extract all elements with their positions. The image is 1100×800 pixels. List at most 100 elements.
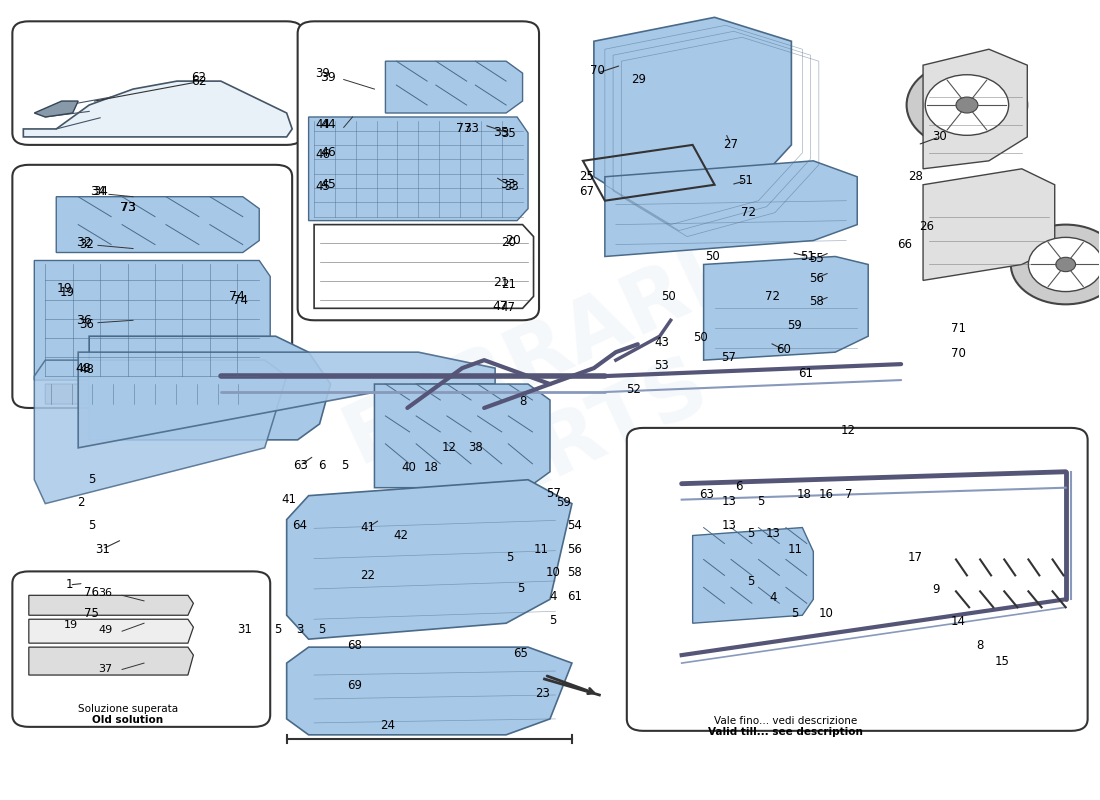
Text: 37: 37 [99, 664, 112, 674]
Text: 10: 10 [546, 566, 561, 579]
Text: 8: 8 [519, 395, 526, 408]
Text: 2: 2 [77, 495, 84, 509]
Text: 45: 45 [316, 180, 330, 193]
Text: 42: 42 [394, 529, 408, 542]
Text: 40: 40 [402, 462, 416, 474]
Polygon shape [29, 647, 194, 675]
Polygon shape [594, 18, 791, 217]
Text: 59: 59 [556, 495, 571, 509]
Text: 62: 62 [191, 70, 207, 84]
Text: 61: 61 [566, 590, 582, 603]
Text: 4: 4 [550, 590, 557, 603]
Text: 28: 28 [908, 170, 923, 183]
Text: 5: 5 [341, 459, 349, 472]
Polygon shape [315, 225, 534, 308]
Text: 8: 8 [977, 639, 983, 652]
Text: Valid till... see description: Valid till... see description [708, 727, 864, 738]
Text: 11: 11 [788, 543, 802, 556]
Text: 48: 48 [79, 363, 95, 376]
Text: 56: 56 [566, 542, 582, 555]
Text: 73: 73 [456, 122, 472, 135]
Text: Soluzione superata: Soluzione superata [77, 703, 177, 714]
Text: 47: 47 [493, 300, 508, 314]
Text: 34: 34 [92, 185, 108, 198]
Text: 50: 50 [693, 331, 707, 344]
Polygon shape [89, 336, 331, 440]
FancyBboxPatch shape [298, 22, 539, 320]
Text: 5: 5 [274, 623, 282, 636]
Text: 6: 6 [318, 459, 326, 472]
Polygon shape [923, 50, 1027, 169]
Text: 5: 5 [757, 494, 764, 508]
Text: 36: 36 [79, 318, 95, 330]
Text: 5: 5 [318, 623, 326, 636]
Text: 6: 6 [735, 479, 743, 493]
Text: 25: 25 [579, 170, 594, 183]
Text: 41: 41 [282, 493, 296, 506]
Text: 14: 14 [950, 615, 966, 628]
Text: 62: 62 [191, 74, 207, 88]
Polygon shape [34, 261, 271, 380]
Text: 73: 73 [463, 122, 478, 135]
Text: 5: 5 [88, 519, 95, 533]
Text: 15: 15 [994, 655, 1010, 668]
Text: 72: 72 [741, 206, 756, 219]
Text: 60: 60 [777, 343, 791, 356]
Text: 70: 70 [590, 64, 605, 78]
Text: 32: 32 [79, 238, 95, 251]
Text: 65: 65 [513, 647, 528, 660]
Text: 21: 21 [493, 275, 508, 289]
Text: 18: 18 [425, 462, 439, 474]
Text: 22: 22 [361, 569, 375, 582]
Circle shape [1056, 258, 1076, 272]
Text: 33: 33 [504, 180, 519, 193]
Text: 61: 61 [799, 367, 813, 380]
Text: 57: 57 [546, 486, 561, 500]
Text: 43: 43 [654, 336, 670, 349]
Text: 30: 30 [932, 130, 947, 143]
Text: 36: 36 [76, 314, 91, 326]
Circle shape [956, 97, 978, 113]
Text: 55: 55 [810, 251, 824, 265]
Circle shape [906, 61, 1027, 149]
Polygon shape [34, 360, 287, 504]
Text: 56: 56 [810, 271, 824, 285]
Text: 16: 16 [820, 487, 834, 501]
Text: 63: 63 [700, 487, 714, 501]
Text: 13: 13 [766, 527, 780, 541]
Text: 67: 67 [579, 185, 594, 198]
Text: 48: 48 [76, 362, 91, 374]
Text: 46: 46 [316, 148, 330, 161]
Circle shape [1028, 238, 1100, 291]
Text: 39: 39 [316, 66, 330, 80]
Text: 74: 74 [233, 294, 249, 307]
Text: 49: 49 [99, 625, 112, 634]
Polygon shape [374, 384, 550, 488]
Text: 63: 63 [294, 459, 308, 472]
Text: 58: 58 [566, 566, 582, 579]
Text: 31: 31 [238, 623, 252, 636]
Text: 73: 73 [120, 201, 135, 214]
Polygon shape [704, 257, 868, 360]
Text: 11: 11 [534, 542, 549, 555]
Text: 24: 24 [381, 718, 395, 732]
Text: 68: 68 [348, 639, 362, 652]
Polygon shape [605, 161, 857, 257]
FancyBboxPatch shape [12, 571, 271, 727]
Circle shape [925, 74, 1009, 135]
Text: 51: 51 [738, 174, 752, 187]
Text: 47: 47 [500, 301, 516, 314]
Text: 76: 76 [84, 586, 99, 599]
Text: 33: 33 [500, 178, 516, 191]
Text: 38: 38 [468, 442, 483, 454]
Circle shape [1011, 225, 1100, 304]
Text: 1: 1 [66, 578, 74, 591]
Text: 59: 59 [788, 319, 802, 332]
Text: 5: 5 [791, 607, 799, 620]
Text: 44: 44 [316, 118, 330, 131]
Text: 3: 3 [296, 623, 304, 636]
FancyBboxPatch shape [12, 165, 293, 408]
Text: 29: 29 [631, 73, 647, 86]
Text: 17: 17 [908, 551, 923, 564]
Text: 31: 31 [95, 542, 110, 555]
